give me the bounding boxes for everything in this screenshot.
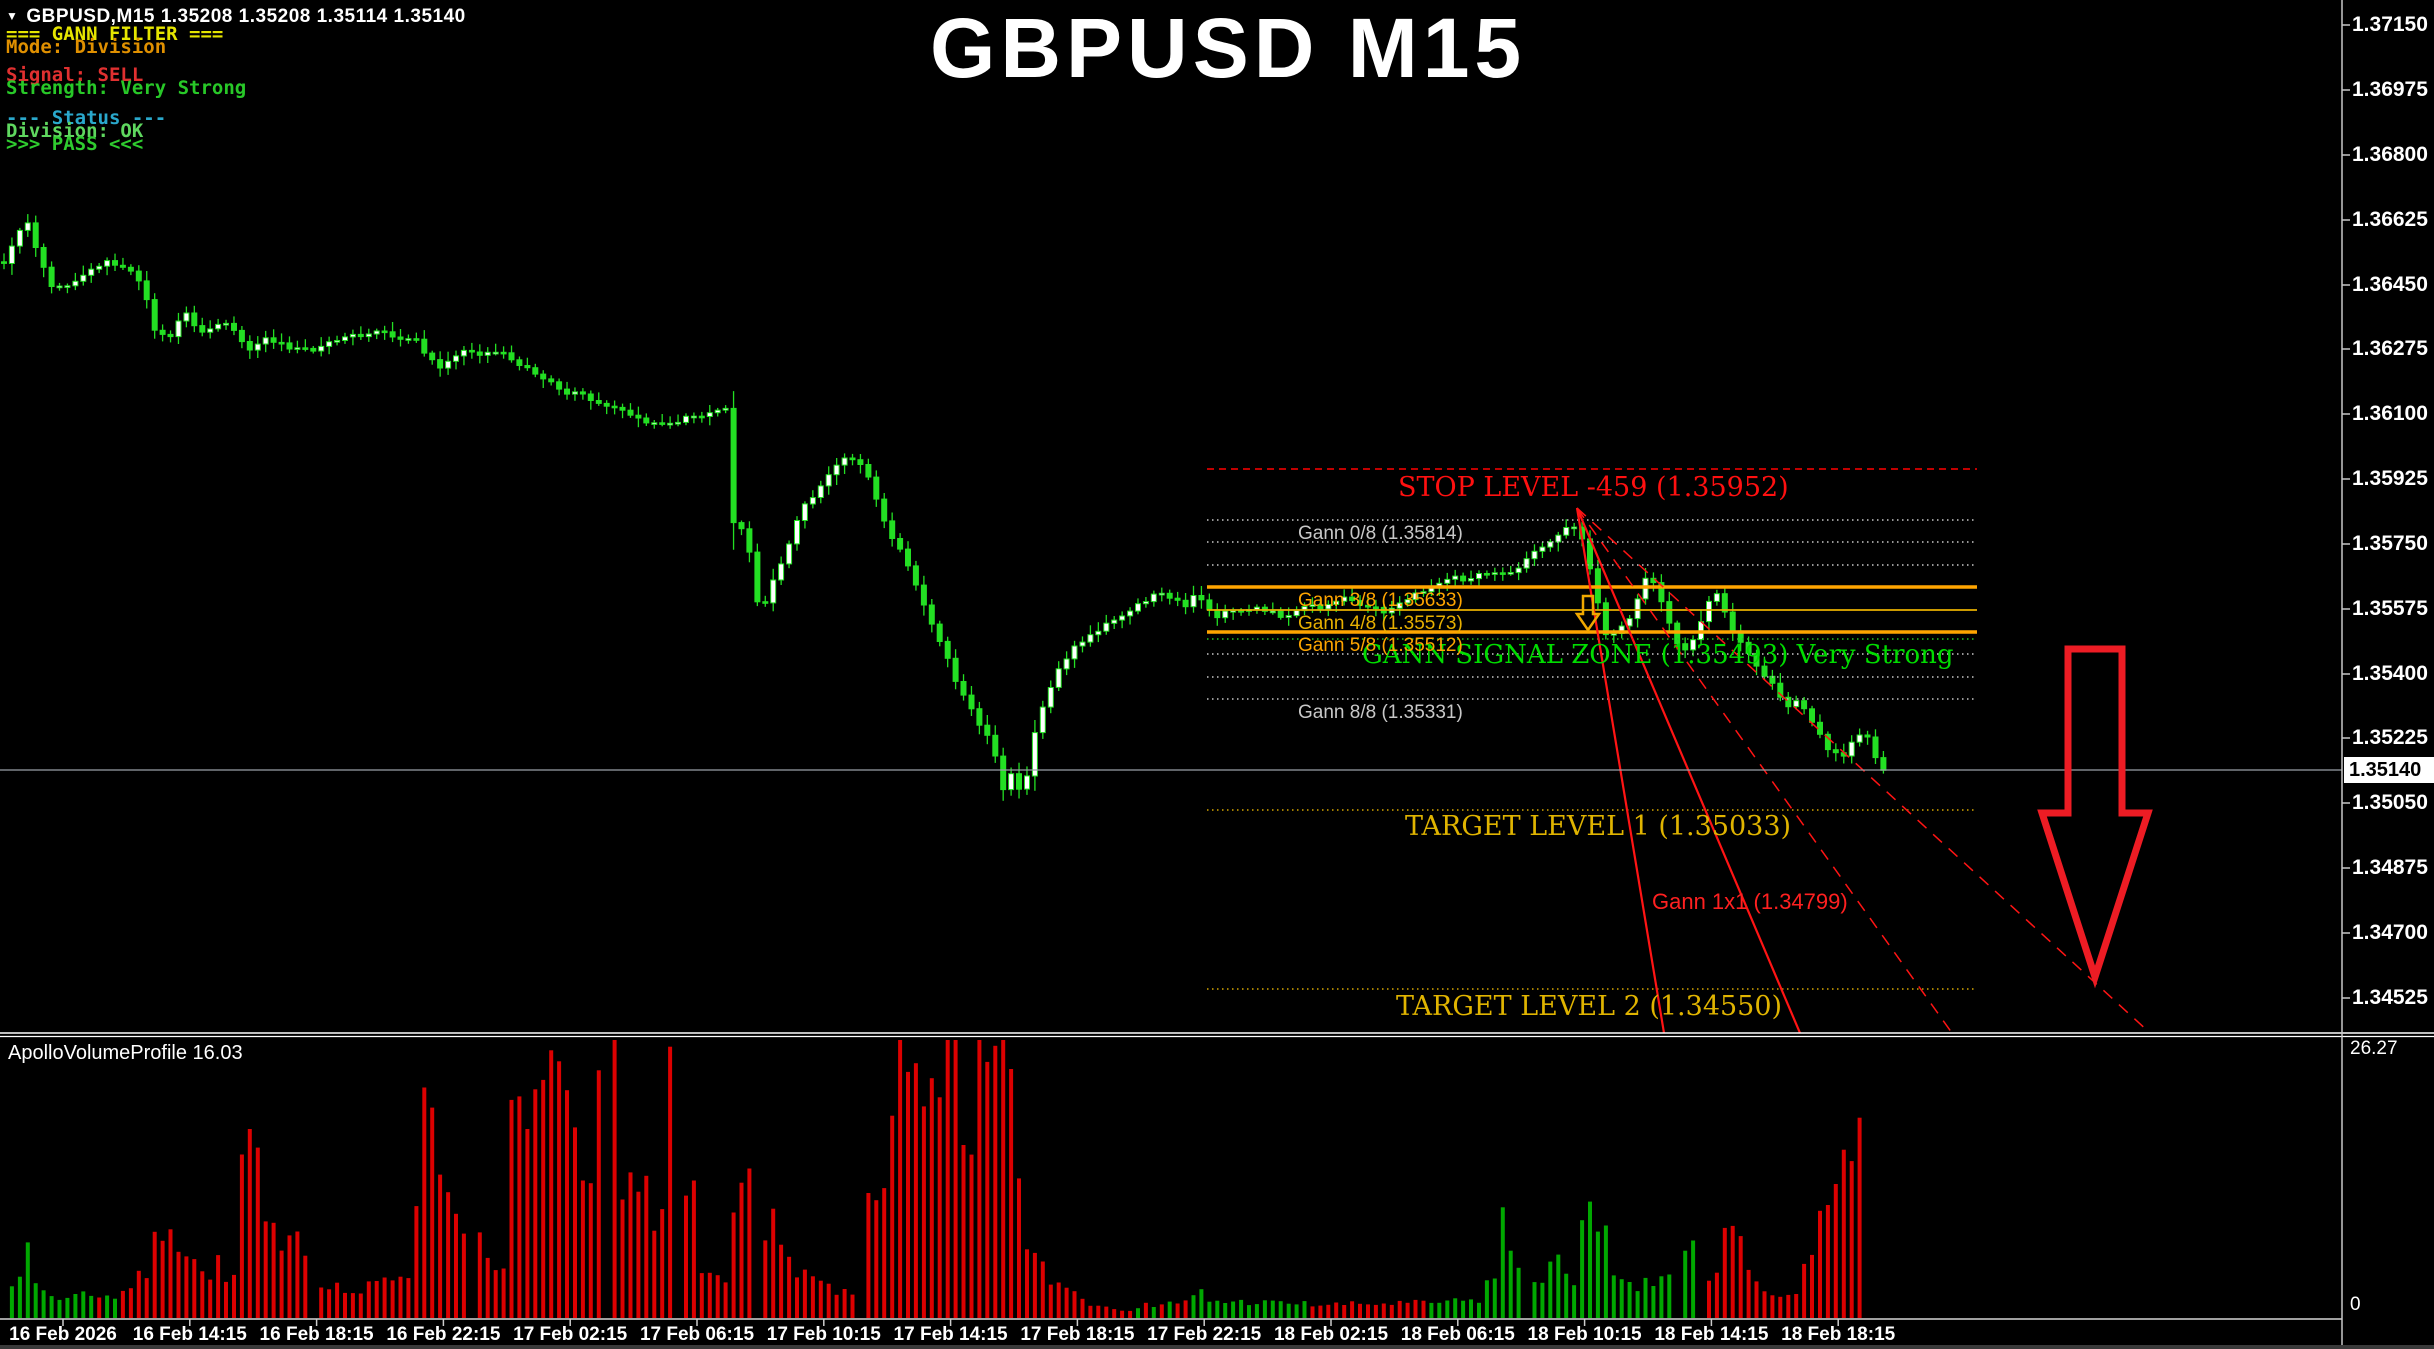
time-tick-0: 16 Feb 2026: [9, 1324, 117, 1345]
price-tick-1.35050: 1.35050: [2352, 791, 2428, 814]
target-level-1-text: TARGET LEVEL 1 (1.35033): [1405, 811, 1792, 842]
info-line-1: Mode: Division: [6, 36, 167, 58]
gann-8-8-label: Gann 8/8 (1.35331): [1298, 702, 1463, 723]
time-tick-10: 18 Feb 02:15: [1273, 1324, 1389, 1345]
info-line-0: === GANN FILTER ===: [6, 23, 224, 45]
price-tick-1.36800: 1.36800: [2352, 143, 2428, 166]
info-line-3: Strength: Very Strong: [6, 77, 247, 99]
signal-zone-text: GANN SIGNAL ZONE (1.35493) Very Strong: [1362, 640, 1954, 670]
time-tick-6: 17 Feb 10:15: [766, 1324, 881, 1345]
info-line-2: Signal: SELL: [6, 64, 144, 86]
time-tick-7: 17 Feb 14:15: [893, 1324, 1008, 1345]
stop-level-text: STOP LEVEL -459 (1.35952): [1398, 472, 1789, 503]
volume-scale-min: 0: [2350, 1294, 2361, 1315]
price-tick-1.34700: 1.34700: [2352, 921, 2428, 944]
price-tick-1.35400: 1.35400: [2352, 662, 2428, 685]
page-title: GBPUSD M15: [930, 1, 1527, 95]
time-tick-12: 18 Feb 10:15: [1527, 1324, 1642, 1345]
indicator-label: ApolloVolumeProfile 16.03: [8, 1042, 243, 1064]
price-tick-1.34525: 1.34525: [2352, 986, 2428, 1009]
time-tick-11: 18 Feb 06:15: [1400, 1324, 1515, 1345]
scrollbar-strip[interactable]: [0, 1345, 2434, 1349]
price-tick-1.35750: 1.35750: [2352, 532, 2428, 555]
chart-dropdown-icon[interactable]: ▼: [6, 9, 19, 23]
price-tick-1.37150: 1.37150: [2352, 13, 2428, 36]
gann-5-8-label: Gann 5/8 (1.35512): [1298, 635, 1463, 656]
price-tick-1.35575: 1.35575: [2352, 597, 2428, 620]
current-price-badge: 1.35140: [2344, 757, 2434, 783]
target-level-2-text: TARGET LEVEL 2 (1.34550): [1396, 991, 1783, 1022]
time-tick-3: 16 Feb 22:15: [386, 1324, 501, 1345]
time-tick-14: 18 Feb 18:15: [1781, 1324, 1896, 1345]
info-line-6: >>> PASS <<<: [6, 133, 144, 155]
time-tick-8: 17 Feb 18:15: [1020, 1324, 1135, 1345]
time-tick-4: 17 Feb 02:15: [513, 1324, 628, 1345]
info-line-5: Division: OK: [6, 120, 144, 142]
time-tick-9: 17 Feb 22:15: [1147, 1324, 1262, 1345]
gann-0-8-label: Gann 0/8 (1.35814): [1298, 523, 1463, 544]
gann-1x1-label: Gann 1x1 (1.34799): [1652, 889, 1848, 914]
price-tick-1.36975: 1.36975: [2352, 78, 2428, 101]
price-tick-1.34875: 1.34875: [2352, 856, 2428, 879]
price-tick-1.36275: 1.36275: [2352, 337, 2428, 360]
time-tick-1: 16 Feb 14:15: [132, 1324, 247, 1345]
time-tick-13: 18 Feb 14:15: [1654, 1324, 1769, 1345]
volume-scale-max: 26.27: [2350, 1038, 2398, 1059]
price-tick-1.36625: 1.36625: [2352, 208, 2428, 231]
symbol-quote-text: GBPUSD,M15 1.35208 1.35208 1.35114 1.351…: [26, 6, 466, 27]
gann-4-8-label: Gann 4/8 (1.35573): [1298, 613, 1463, 634]
price-tick-1.35225: 1.35225: [2352, 726, 2428, 749]
time-tick-5: 17 Feb 06:15: [639, 1324, 755, 1345]
price-tick-1.36100: 1.36100: [2352, 402, 2428, 425]
symbol-quote: ▼ GBPUSD,M15 1.35208 1.35208 1.35114 1.35…: [6, 6, 466, 28]
time-tick-2: 16 Feb 18:15: [259, 1324, 374, 1345]
info-line-4: --- Status ---: [6, 107, 167, 129]
price-tick-1.35925: 1.35925: [2352, 467, 2428, 490]
price-tick-1.36450: 1.36450: [2352, 273, 2428, 296]
gann-3-8-label: Gann 3/8 (1.35633): [1298, 590, 1463, 611]
